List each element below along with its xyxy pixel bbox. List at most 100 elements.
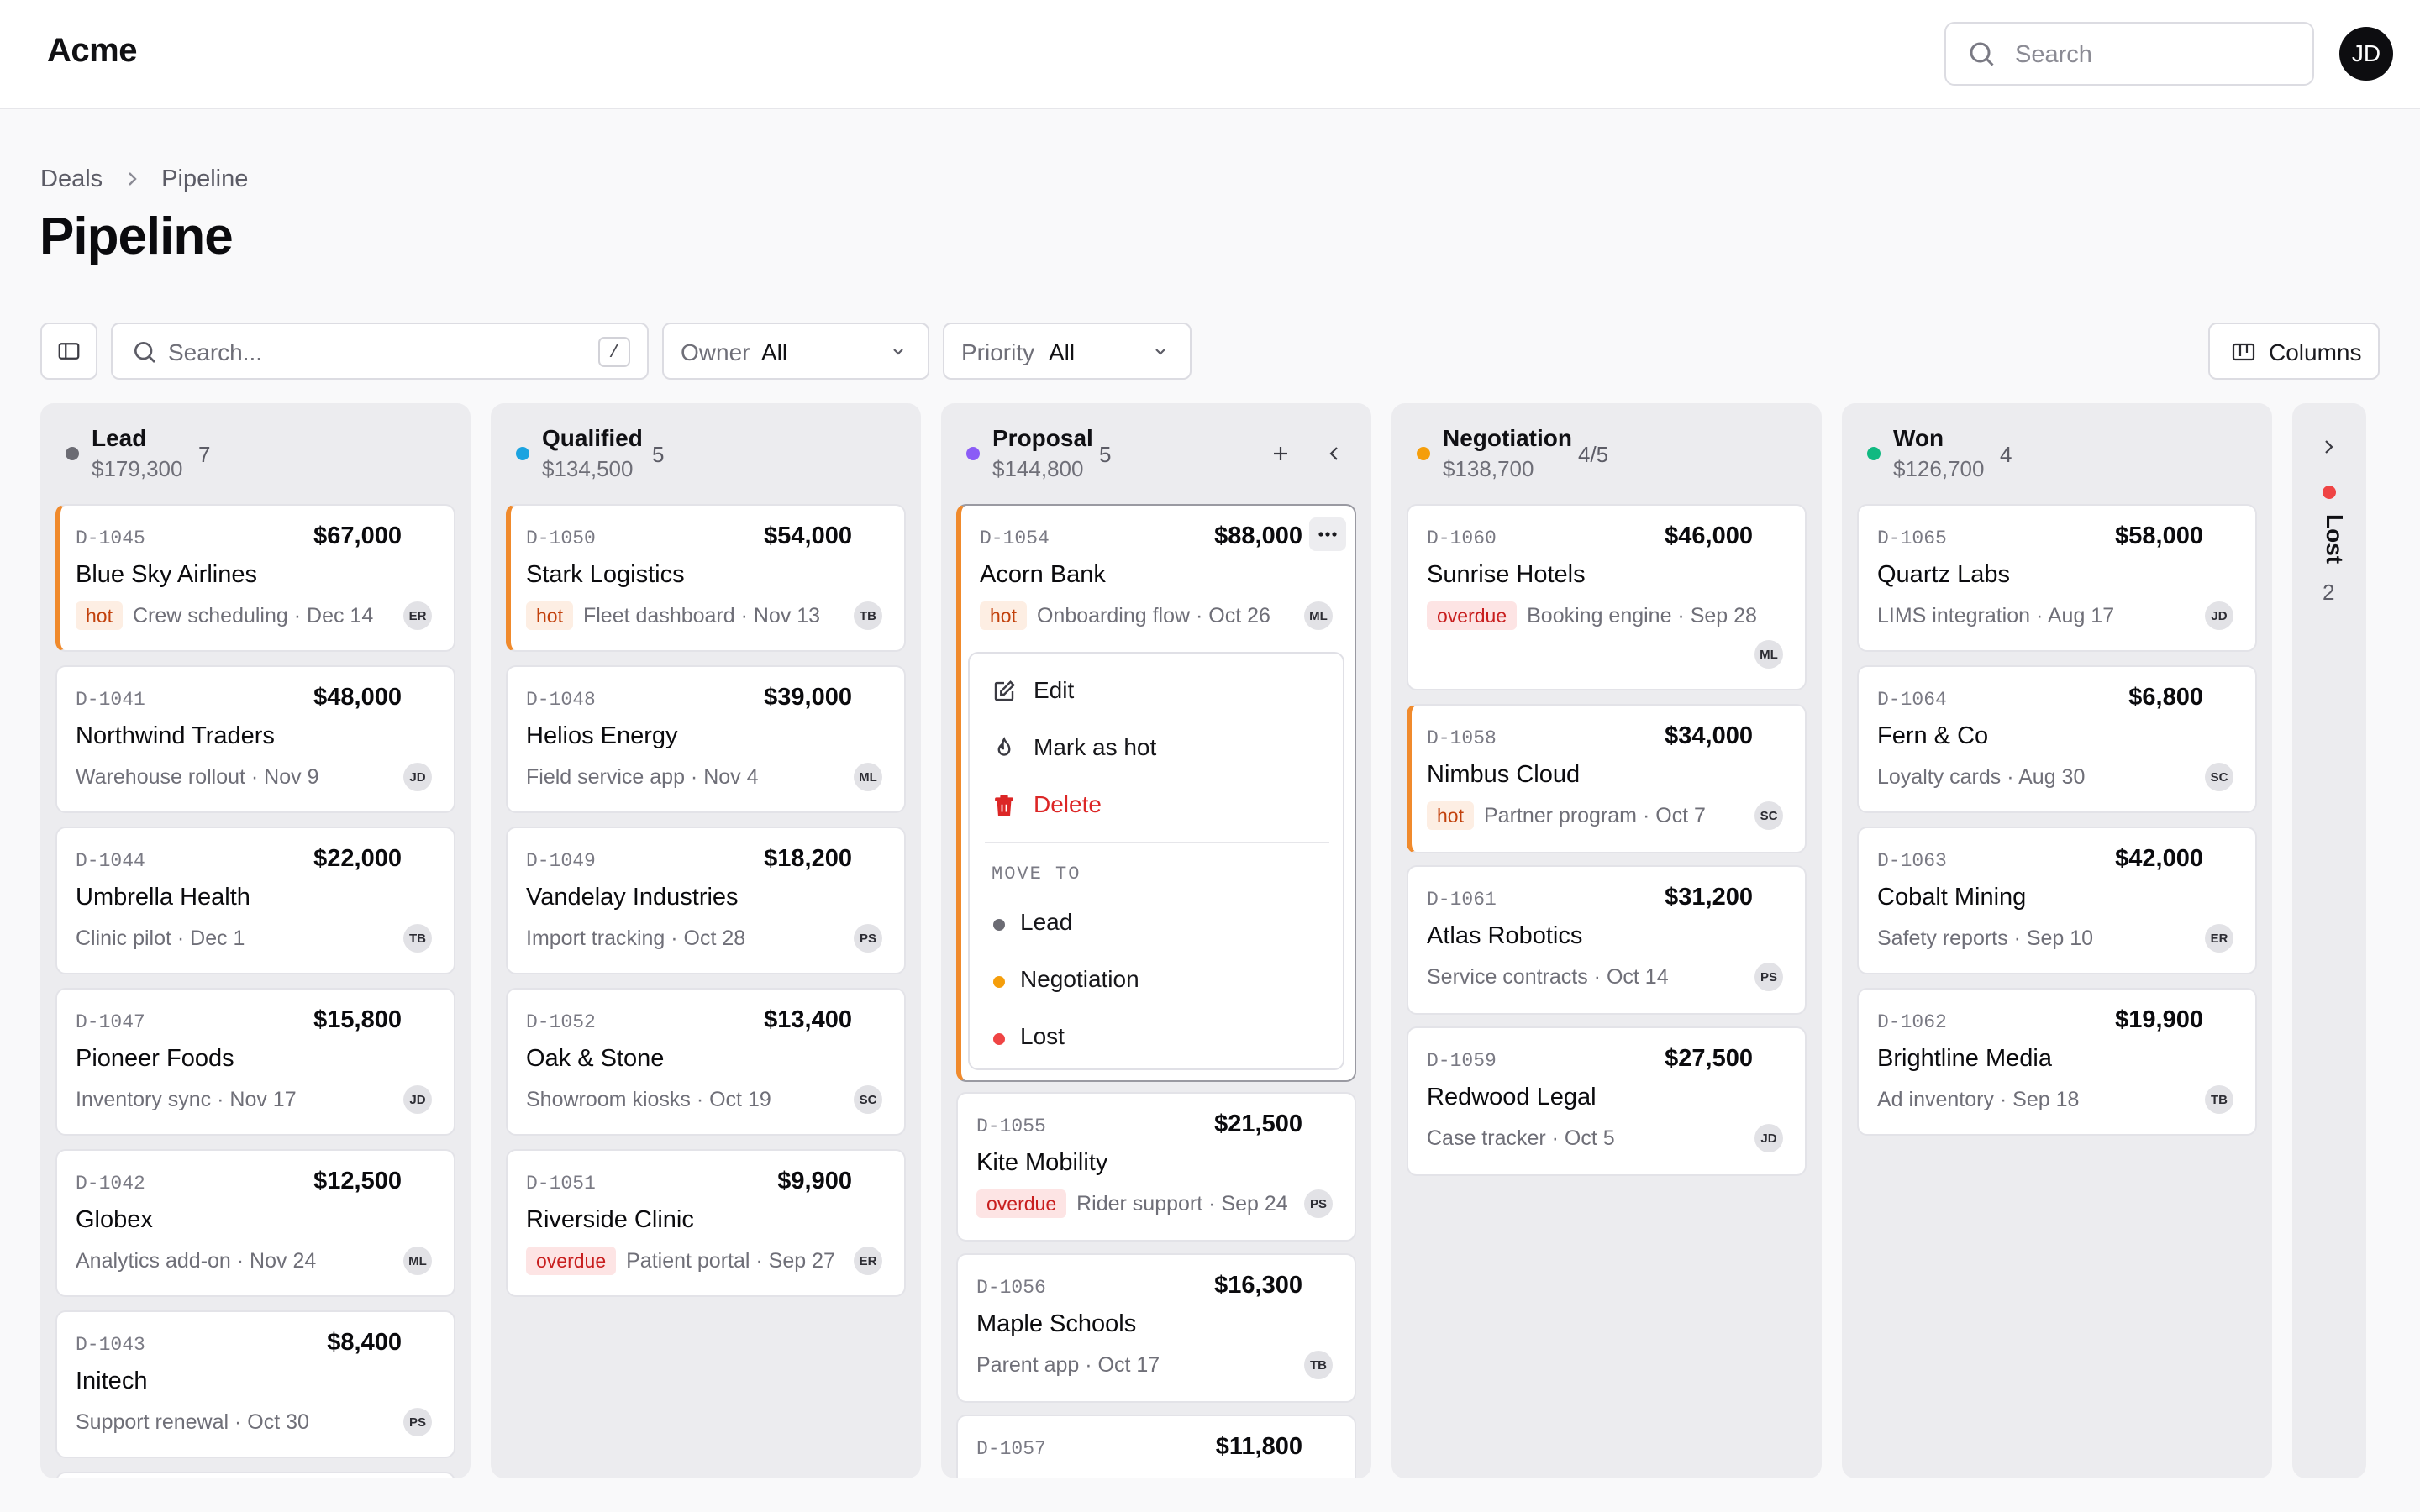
deal-meta: Support renewal · Oct 30: [76, 1410, 309, 1434]
deal-id: D-1044: [76, 850, 145, 872]
global-search-input[interactable]: Search: [1944, 22, 2314, 86]
column-total: $134,500: [542, 456, 634, 481]
column-total: $138,700: [1443, 456, 1534, 481]
deal-amount: $22,000: [313, 845, 402, 872]
card-more-button[interactable]: [1309, 517, 1346, 551]
deal-meta: Case tracker · Oct 5: [1427, 1126, 1615, 1150]
board-search-input[interactable]: Search... /: [111, 323, 649, 380]
owner-avatar: SC: [2205, 763, 2233, 791]
deal-card[interactable]: D-1041 $48,000 Northwind Traders Warehou…: [55, 665, 455, 813]
hot-badge: hot: [980, 601, 1027, 630]
deal-name: Quartz Labs: [1877, 561, 2010, 588]
deal-amount: $88,000: [1214, 522, 1302, 549]
sidebar-toggle-button[interactable]: [40, 323, 97, 380]
deal-amount: $39,000: [764, 684, 852, 711]
owner-avatar: JD: [403, 763, 432, 791]
columns-icon: [2232, 343, 2255, 361]
deal-name: Initech: [76, 1368, 148, 1394]
add-card-button[interactable]: [1267, 440, 1294, 467]
move-to-negotiation[interactable]: Negotiation: [970, 954, 1343, 1005]
owner-avatar: PS: [1754, 963, 1783, 991]
deal-card[interactable]: D-1059 $27,500 Redwood Legal Case tracke…: [1407, 1026, 1807, 1176]
deal-id: D-1045: [76, 528, 145, 549]
stage-dot: [993, 976, 1005, 988]
deal-meta: Patient portal · Sep 27: [626, 1248, 835, 1273]
deal-card[interactable]: D-1042 $12,500 Globex Analytics add-on ·…: [55, 1149, 455, 1297]
deal-amount: $19,900: [2115, 1006, 2203, 1033]
deal-card[interactable]: D-1045 $67,000 Blue Sky Airlines hot Crew…: [55, 504, 455, 652]
chevron-left-icon: [1329, 447, 1338, 460]
column-lost-collapsed[interactable]: Lost 2: [2292, 403, 2366, 1478]
overdue-badge: overdue: [1427, 601, 1518, 630]
move-to-lost[interactable]: Lost: [970, 1011, 1343, 1062]
deal-id: D-1041: [76, 689, 145, 711]
card-context-menu: Edit Mark as hot Delete MOVE TO Lead Neg…: [968, 652, 1344, 1070]
deal-name: Oak & Stone: [526, 1045, 665, 1072]
breadcrumb-deals[interactable]: Deals: [40, 165, 103, 192]
menu-item-label: Negotiation: [1020, 966, 1139, 992]
column-total: $179,300: [92, 456, 183, 481]
deal-meta: Crew scheduling · Dec 14: [132, 603, 374, 627]
deal-meta: Rider support · Sep 24: [1076, 1191, 1288, 1215]
deal-card[interactable]: D-1061 $31,200 Atlas Robotics Service co…: [1407, 865, 1807, 1015]
menu-item-delete[interactable]: Delete: [970, 780, 1343, 830]
owner-avatar: SC: [1754, 801, 1783, 830]
owner-avatar: TB: [2205, 1085, 2233, 1114]
deal-card[interactable]: D-1058 $34,000 Nimbus Cloud hot Partner p…: [1407, 704, 1807, 853]
board-search-placeholder: Search...: [168, 339, 263, 365]
deal-card[interactable]: D-1055 $21,500 Kite Mobility overdue Ride…: [956, 1092, 1356, 1242]
deal-card[interactable]: D-1048 $39,000 Helios Energy Field servi…: [506, 665, 906, 813]
deal-id: D-1063: [1877, 850, 1947, 872]
column-total: $126,700: [1893, 456, 1985, 481]
deal-card[interactable]: D-1065 $58,000 Quartz Labs LIMS integrat…: [1857, 504, 2257, 652]
deal-meta: Partner program · Oct 7: [1483, 803, 1706, 827]
deal-id: D-1055: [976, 1116, 1046, 1137]
deal-card[interactable]: D-1060 $46,000 Sunrise Hotels overdue Boo…: [1407, 504, 1807, 690]
deal-card[interactable]: D-1043 $8,400 Initech Support renewal · …: [55, 1310, 455, 1458]
menu-item-mark-hot[interactable]: Mark as hot: [970, 722, 1343, 773]
chevron-right-icon: [2325, 440, 2333, 454]
stage-dot: [1417, 447, 1430, 460]
deal-card[interactable]: D-1044 $22,000 Umbrella Health Clinic pi…: [55, 827, 455, 974]
deal-amount: $54,000: [764, 522, 852, 549]
deal-card[interactable]: D-1064 $6,800 Fern & Co Loyalty cards · …: [1857, 665, 2257, 813]
priority-filter-select[interactable]: Priority All: [943, 323, 1192, 380]
owner-avatar: PS: [403, 1408, 432, 1436]
deal-name: Redwood Legal: [1427, 1084, 1597, 1110]
deal-card[interactable]: D-1056 $16,300 Maple Schools Parent app …: [956, 1253, 1356, 1403]
deal-card-partial[interactable]: [55, 1472, 455, 1478]
deal-id: D-1054: [980, 528, 1050, 549]
stage-dot: [516, 447, 529, 460]
user-avatar[interactable]: JD: [2339, 27, 2393, 81]
stage-dot: [966, 447, 980, 460]
priority-filter-value: All: [1049, 339, 1076, 365]
menu-divider: [985, 842, 1329, 843]
deal-card[interactable]: D-1062 $19,900 Brightline Media Ad inven…: [1857, 988, 2257, 1136]
expand-column-button[interactable]: [2319, 435, 2339, 459]
deal-card[interactable]: D-1052 $13,400 Oak & Stone Showroom kios…: [506, 988, 906, 1136]
columns-button[interactable]: Columns: [2208, 323, 2380, 380]
app-logo[interactable]: Acme: [47, 32, 137, 69]
hot-badge: hot: [1427, 801, 1474, 830]
collapse-column-button[interactable]: [1321, 440, 1348, 467]
deal-amount: $46,000: [1665, 522, 1753, 549]
deal-id: D-1059: [1427, 1050, 1497, 1072]
deal-card[interactable]: D-1050 $54,000 Stark Logistics hot Fleet …: [506, 504, 906, 652]
deal-card[interactable]: D-1063 $42,000 Cobalt Mining Safety repo…: [1857, 827, 2257, 974]
deal-id: D-1064: [1877, 689, 1947, 711]
deal-card[interactable]: D-1049 $18,200 Vandelay Industries Impor…: [506, 827, 906, 974]
column-count: 5: [1099, 442, 1112, 467]
column-qualified: Qualified $134,500 5 D-1050 $54,000 Star…: [491, 403, 921, 1478]
deal-name: Riverside Clinic: [526, 1206, 694, 1233]
column-title: Lost: [2322, 514, 2348, 564]
deal-card[interactable]: D-1057 $11,800: [956, 1415, 1356, 1478]
deal-id: D-1048: [526, 689, 596, 711]
deal-card[interactable]: D-1047 $15,800 Pioneer Foods Inventory s…: [55, 988, 455, 1136]
column-total: $144,800: [992, 456, 1084, 481]
deal-meta: Service contracts · Oct 14: [1427, 964, 1669, 989]
deal-id: D-1061: [1427, 889, 1497, 911]
menu-item-edit[interactable]: Edit: [970, 665, 1343, 716]
move-to-lead[interactable]: Lead: [970, 897, 1343, 948]
deal-card[interactable]: D-1051 $9,900 Riverside Clinic overdue Pa…: [506, 1149, 906, 1297]
owner-filter-select[interactable]: Owner All: [662, 323, 929, 380]
